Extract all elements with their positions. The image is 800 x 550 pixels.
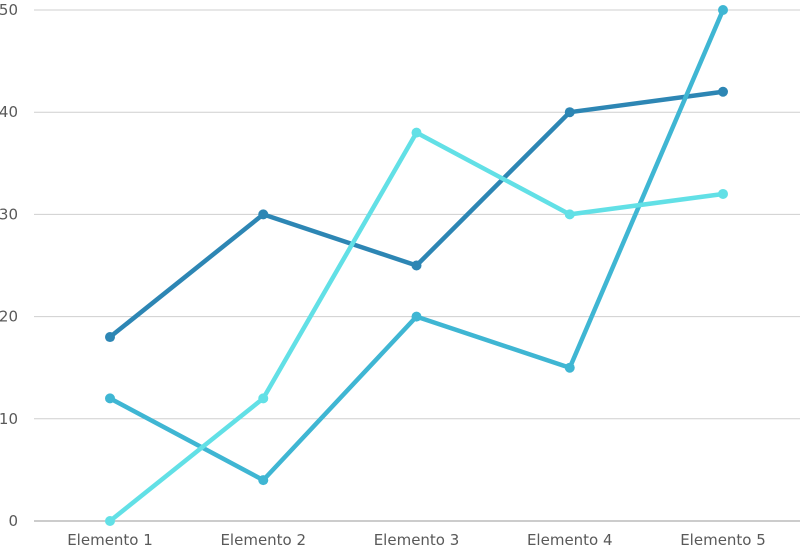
- y-tick-label: 20: [0, 308, 18, 326]
- data-point: [564, 107, 575, 118]
- data-point: [718, 86, 728, 97]
- data-point: [258, 475, 269, 486]
- y-tick-label: 30: [0, 205, 18, 223]
- x-tick-label: Elemento 2: [220, 531, 306, 549]
- data-point: [411, 260, 422, 271]
- series-2: [105, 5, 728, 486]
- x-tick-label: Elemento 5: [680, 531, 766, 549]
- series-lines: [105, 5, 728, 526]
- data-point: [411, 311, 422, 322]
- y-tick-label: 50: [0, 1, 18, 19]
- series-1: [105, 86, 728, 343]
- x-tick-label: Elemento 4: [527, 531, 613, 549]
- series-3: [105, 127, 728, 526]
- y-tick-label: 40: [0, 103, 18, 121]
- data-point: [718, 5, 728, 15]
- data-point: [105, 516, 115, 526]
- data-point: [718, 188, 728, 199]
- data-point: [258, 209, 269, 220]
- data-point: [105, 393, 115, 404]
- x-axis-ticks: Elemento 1 Elemento 2 Elemento 3 Elemento 4…: [67, 531, 766, 549]
- x-tick-label: Elemento 1: [67, 531, 153, 549]
- y-axis-ticks: 0 10 20 30 40 50: [0, 1, 18, 530]
- series-line: [107, 7, 726, 483]
- x-tick-label: Elemento 3: [374, 531, 460, 549]
- y-tick-label: 10: [0, 410, 18, 428]
- data-point: [411, 127, 422, 138]
- data-point: [564, 209, 575, 220]
- data-point: [564, 362, 575, 373]
- data-point: [258, 393, 269, 404]
- series-line: [107, 130, 726, 524]
- y-tick-label: 0: [8, 512, 18, 530]
- data-point: [105, 332, 115, 343]
